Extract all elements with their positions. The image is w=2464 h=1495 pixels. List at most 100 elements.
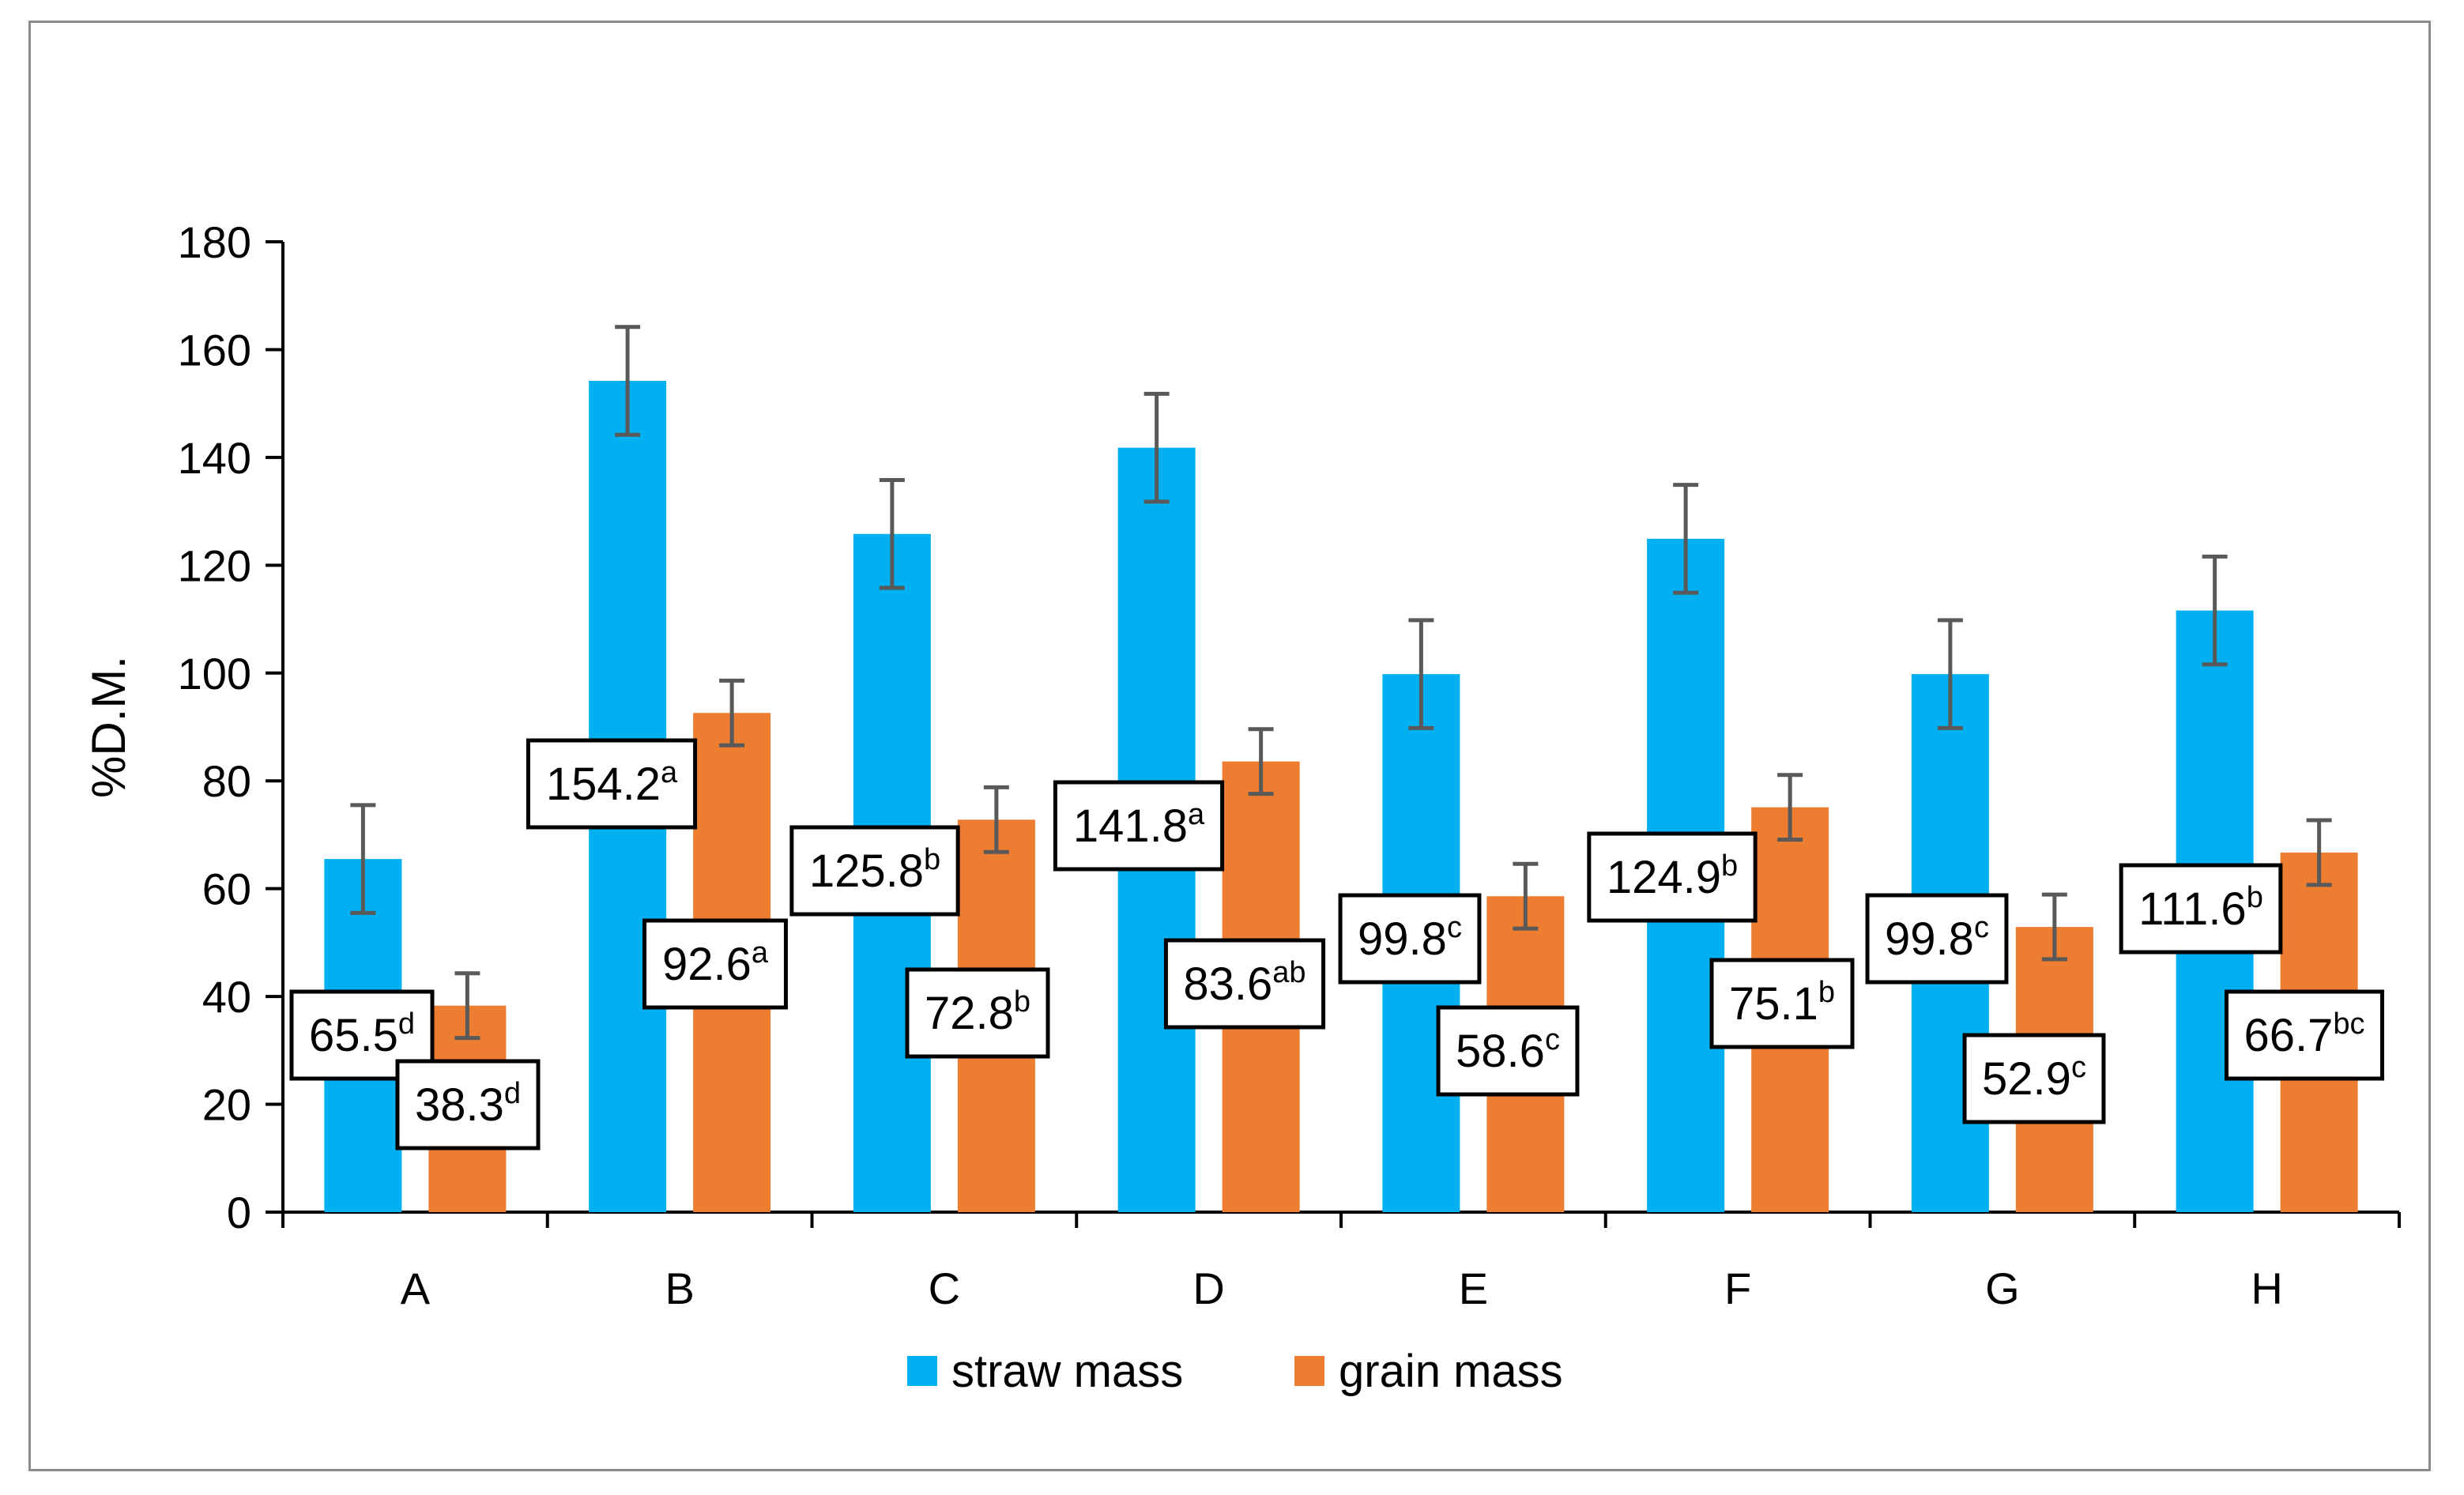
data-label: 65.5d <box>289 989 435 1081</box>
data-label-text: 72.8b <box>925 985 1030 1039</box>
y-tick-label: 60 <box>202 864 251 914</box>
legend-label: grain mass <box>1339 1346 1563 1397</box>
data-label: 99.8c <box>1338 893 1482 985</box>
data-label-text: 38.3d <box>415 1077 521 1131</box>
data-label-box <box>1709 958 1855 1049</box>
data-label: 125.8b <box>789 825 960 917</box>
data-label-value: 83.6 <box>1183 958 1272 1010</box>
data-label-box <box>1053 780 1225 872</box>
data-label: 124.9b <box>1587 831 1758 923</box>
data-label-box <box>1865 893 2009 985</box>
data-label: 38.3d <box>395 1059 541 1150</box>
data-label-box <box>789 825 960 917</box>
data-label-value: 141.8 <box>1073 800 1188 852</box>
data-label-box <box>1163 938 1326 1030</box>
data-label-text: 65.5d <box>309 1007 415 1061</box>
y-tick-label: 160 <box>178 325 251 375</box>
data-label-letter: a <box>1188 798 1205 831</box>
data-label-box <box>1338 893 1482 985</box>
legend: straw mass grain mass <box>907 1346 1563 1397</box>
x-tick-label: B <box>665 1263 694 1313</box>
data-label-box <box>526 738 698 830</box>
y-tick-label: 120 <box>178 540 251 590</box>
data-label-value: 99.8 <box>1358 913 1447 965</box>
data-label: 83.6ab <box>1163 938 1326 1030</box>
data-label-text: 124.9b <box>1607 849 1738 903</box>
data-label-text: 154.2a <box>546 756 678 810</box>
data-label-box <box>642 918 788 1010</box>
data-label-text: 99.8c <box>1885 911 1989 965</box>
data-label-value: 111.6 <box>2138 883 2247 935</box>
y-tick-label: 20 <box>202 1080 251 1130</box>
x-tick-label: F <box>1724 1263 1751 1313</box>
data-label: 141.8a <box>1053 780 1225 872</box>
data-label-value: 92.6 <box>662 939 752 990</box>
data-label-box <box>1962 1033 2106 1124</box>
data-label-value: 58.6 <box>1456 1026 1545 1077</box>
data-label-letter: c <box>1447 911 1462 944</box>
x-tick-label: H <box>2251 1263 2282 1313</box>
legend-swatch <box>907 1356 937 1386</box>
data-label-letter: b <box>2247 881 2263 914</box>
data-label-value: 72.8 <box>925 988 1014 1039</box>
data-label: 92.6a <box>642 918 788 1010</box>
y-tick-label: 80 <box>202 756 251 806</box>
data-label-text: 83.6ab <box>1183 956 1305 1010</box>
data-label-letter: a <box>661 756 678 789</box>
data-label: 154.2a <box>526 738 698 830</box>
data-label-text: 75.1b <box>1729 976 1835 1030</box>
data-label-value: 52.9 <box>1982 1053 2071 1105</box>
data-label-box <box>1587 831 1758 923</box>
data-label: 52.9c <box>1962 1033 2106 1124</box>
data-label-value: 154.2 <box>546 759 661 810</box>
y-tick-label: 0 <box>227 1188 251 1237</box>
data-label-letter: b <box>1014 985 1030 1019</box>
data-label-text: 52.9c <box>1982 1051 2086 1105</box>
data-label-letter: c <box>1545 1023 1560 1056</box>
legend-swatch <box>1294 1356 1324 1386</box>
x-tick-label: G <box>1985 1263 2020 1313</box>
y-tick-label: 180 <box>178 217 251 267</box>
legend-label: straw mass <box>951 1346 1183 1397</box>
data-label-box <box>905 967 1050 1059</box>
data-label-box <box>2224 989 2385 1081</box>
data-label: 99.8c <box>1865 893 2009 985</box>
data-label-value: 75.1 <box>1729 978 1818 1030</box>
data-label: 58.6c <box>1436 1005 1580 1097</box>
data-label-value: 38.3 <box>415 1079 504 1131</box>
data-label-letter: ab <box>1272 956 1305 989</box>
data-label-letter: b <box>1818 976 1835 1009</box>
data-label-value: 99.8 <box>1885 913 1974 965</box>
data-label-text: 58.6c <box>1456 1023 1560 1077</box>
data-label: 111.6b <box>2119 863 2283 955</box>
data-label: 66.7bc <box>2224 989 2385 1081</box>
data-label-text: 125.8b <box>809 843 940 897</box>
data-label-box <box>2119 863 2283 955</box>
x-tick-label: C <box>929 1263 960 1313</box>
x-tick-label: E <box>1459 1263 1488 1313</box>
data-label-text: 111.6b <box>2138 881 2263 935</box>
data-label-letter: d <box>504 1077 521 1110</box>
y-tick-label: 40 <box>202 972 251 1022</box>
x-tick-label: D <box>1192 1263 1224 1313</box>
data-label-value: 65.5 <box>309 1010 398 1061</box>
data-label-value: 125.8 <box>809 845 924 897</box>
data-label: 72.8b <box>905 967 1050 1059</box>
data-label-letter: d <box>398 1007 415 1041</box>
data-label-box <box>1436 1005 1580 1097</box>
data-label-letter: c <box>1974 911 1989 944</box>
data-label-text: 99.8c <box>1358 911 1462 965</box>
y-tick-label: 100 <box>178 649 251 699</box>
data-label-letter: a <box>752 936 769 970</box>
data-label-text: 66.7bc <box>2244 1007 2364 1061</box>
y-axis-title: %D.M. <box>82 656 135 798</box>
data-label-value: 66.7 <box>2244 1010 2333 1061</box>
data-label-letter: b <box>924 843 940 876</box>
data-label-value: 124.9 <box>1607 852 1721 903</box>
data-label-box <box>395 1059 541 1150</box>
data-label-letter: c <box>2071 1051 2086 1084</box>
y-tick-label: 140 <box>178 433 251 483</box>
data-label-letter: bc <box>2333 1007 2364 1041</box>
